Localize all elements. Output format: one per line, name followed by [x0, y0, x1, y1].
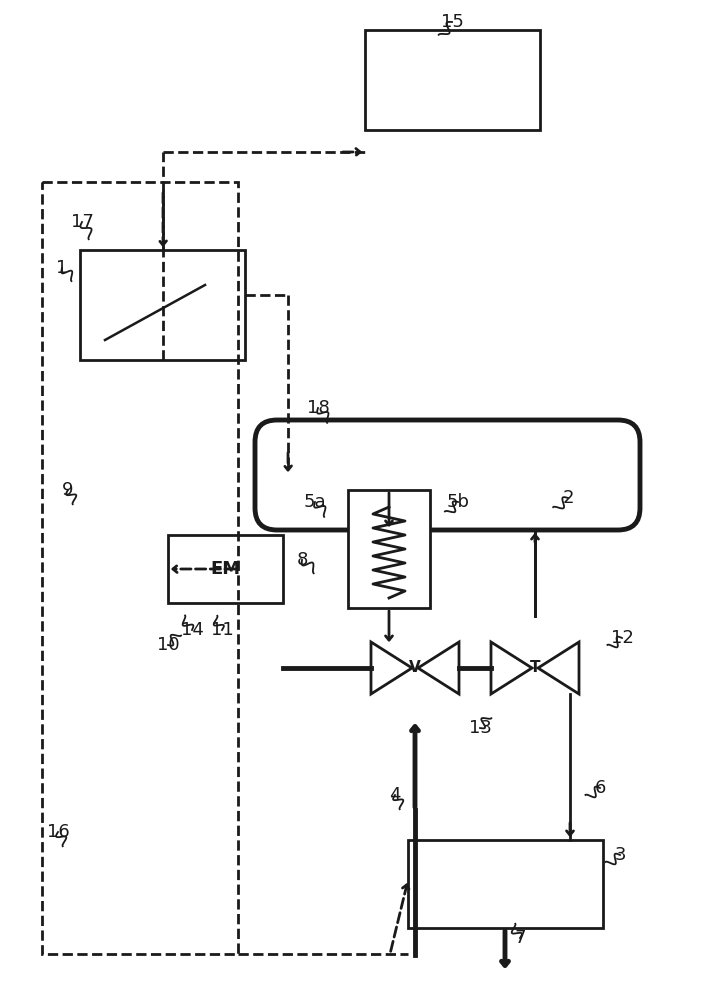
Text: T: T: [529, 660, 540, 676]
Text: 5b: 5b: [446, 493, 470, 511]
Bar: [42, 182, 238, 954]
Text: 5a: 5a: [303, 493, 327, 511]
Text: 7: 7: [514, 929, 526, 947]
Text: 2: 2: [562, 489, 574, 507]
Text: 16: 16: [46, 823, 70, 841]
Text: 17: 17: [70, 213, 94, 231]
Text: V: V: [409, 660, 421, 676]
Text: EM: EM: [210, 560, 240, 578]
Text: 15: 15: [441, 13, 463, 31]
Text: 11: 11: [210, 621, 233, 639]
Text: 18: 18: [307, 399, 329, 417]
Bar: [365, 30, 540, 130]
Text: 4: 4: [389, 786, 401, 804]
Bar: [348, 490, 430, 608]
Bar: [168, 535, 283, 603]
Text: 3: 3: [615, 846, 626, 864]
Text: 1: 1: [56, 259, 68, 277]
Text: 14: 14: [180, 621, 203, 639]
Text: 8: 8: [296, 551, 308, 569]
Text: 12: 12: [610, 629, 634, 647]
Bar: [80, 250, 245, 360]
Text: 6: 6: [594, 779, 605, 797]
Text: 10: 10: [157, 636, 180, 654]
Text: 9: 9: [62, 481, 74, 499]
FancyBboxPatch shape: [255, 420, 640, 530]
Bar: [408, 840, 603, 928]
Text: 13: 13: [469, 719, 491, 737]
